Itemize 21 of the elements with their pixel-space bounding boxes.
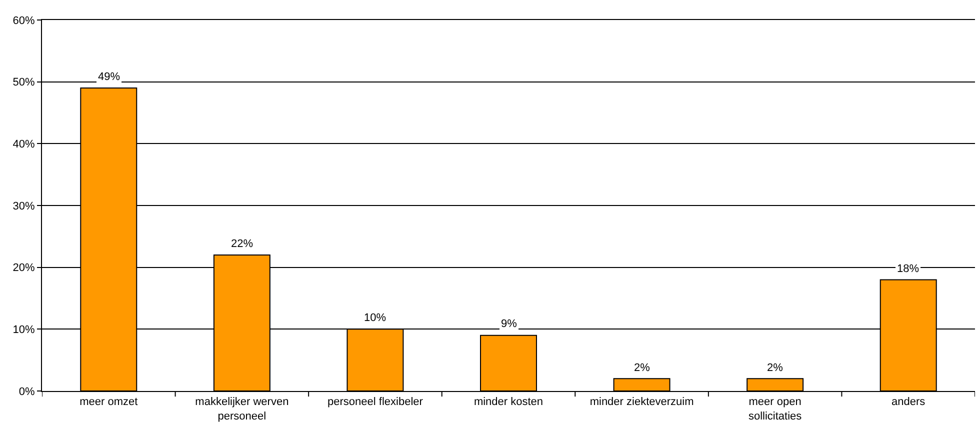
x-tick-label: anders [892,396,926,408]
data-label: 49% [98,71,120,83]
y-tick-label: 20% [12,262,36,274]
y-tick-label: 50% [12,76,36,89]
x-tick-label: makkelijker werven personeel [195,396,289,422]
x-tick-label: personeel flexibeler [328,396,424,408]
x-tick-label: minder kosten [474,396,544,408]
y-tick-label: 30% [12,200,36,212]
y-tick-label: 40% [12,138,36,151]
y-tick-label: 60% [12,14,36,27]
x-tick-label: meer open sollicitaties [748,396,802,422]
data-label: 18% [897,263,920,275]
x-tick-label: meer omzet [80,396,138,408]
data-label: 2% [634,362,650,374]
y-tick-label: 10% [12,324,36,336]
data-label: 10% [364,312,386,324]
data-label: 9% [501,318,518,330]
data-label: 22% [231,238,254,250]
data-label: 2% [767,362,784,374]
x-tick-label: minder ziekteverzuim [590,396,694,408]
y-tick-label: 0% [18,386,36,398]
